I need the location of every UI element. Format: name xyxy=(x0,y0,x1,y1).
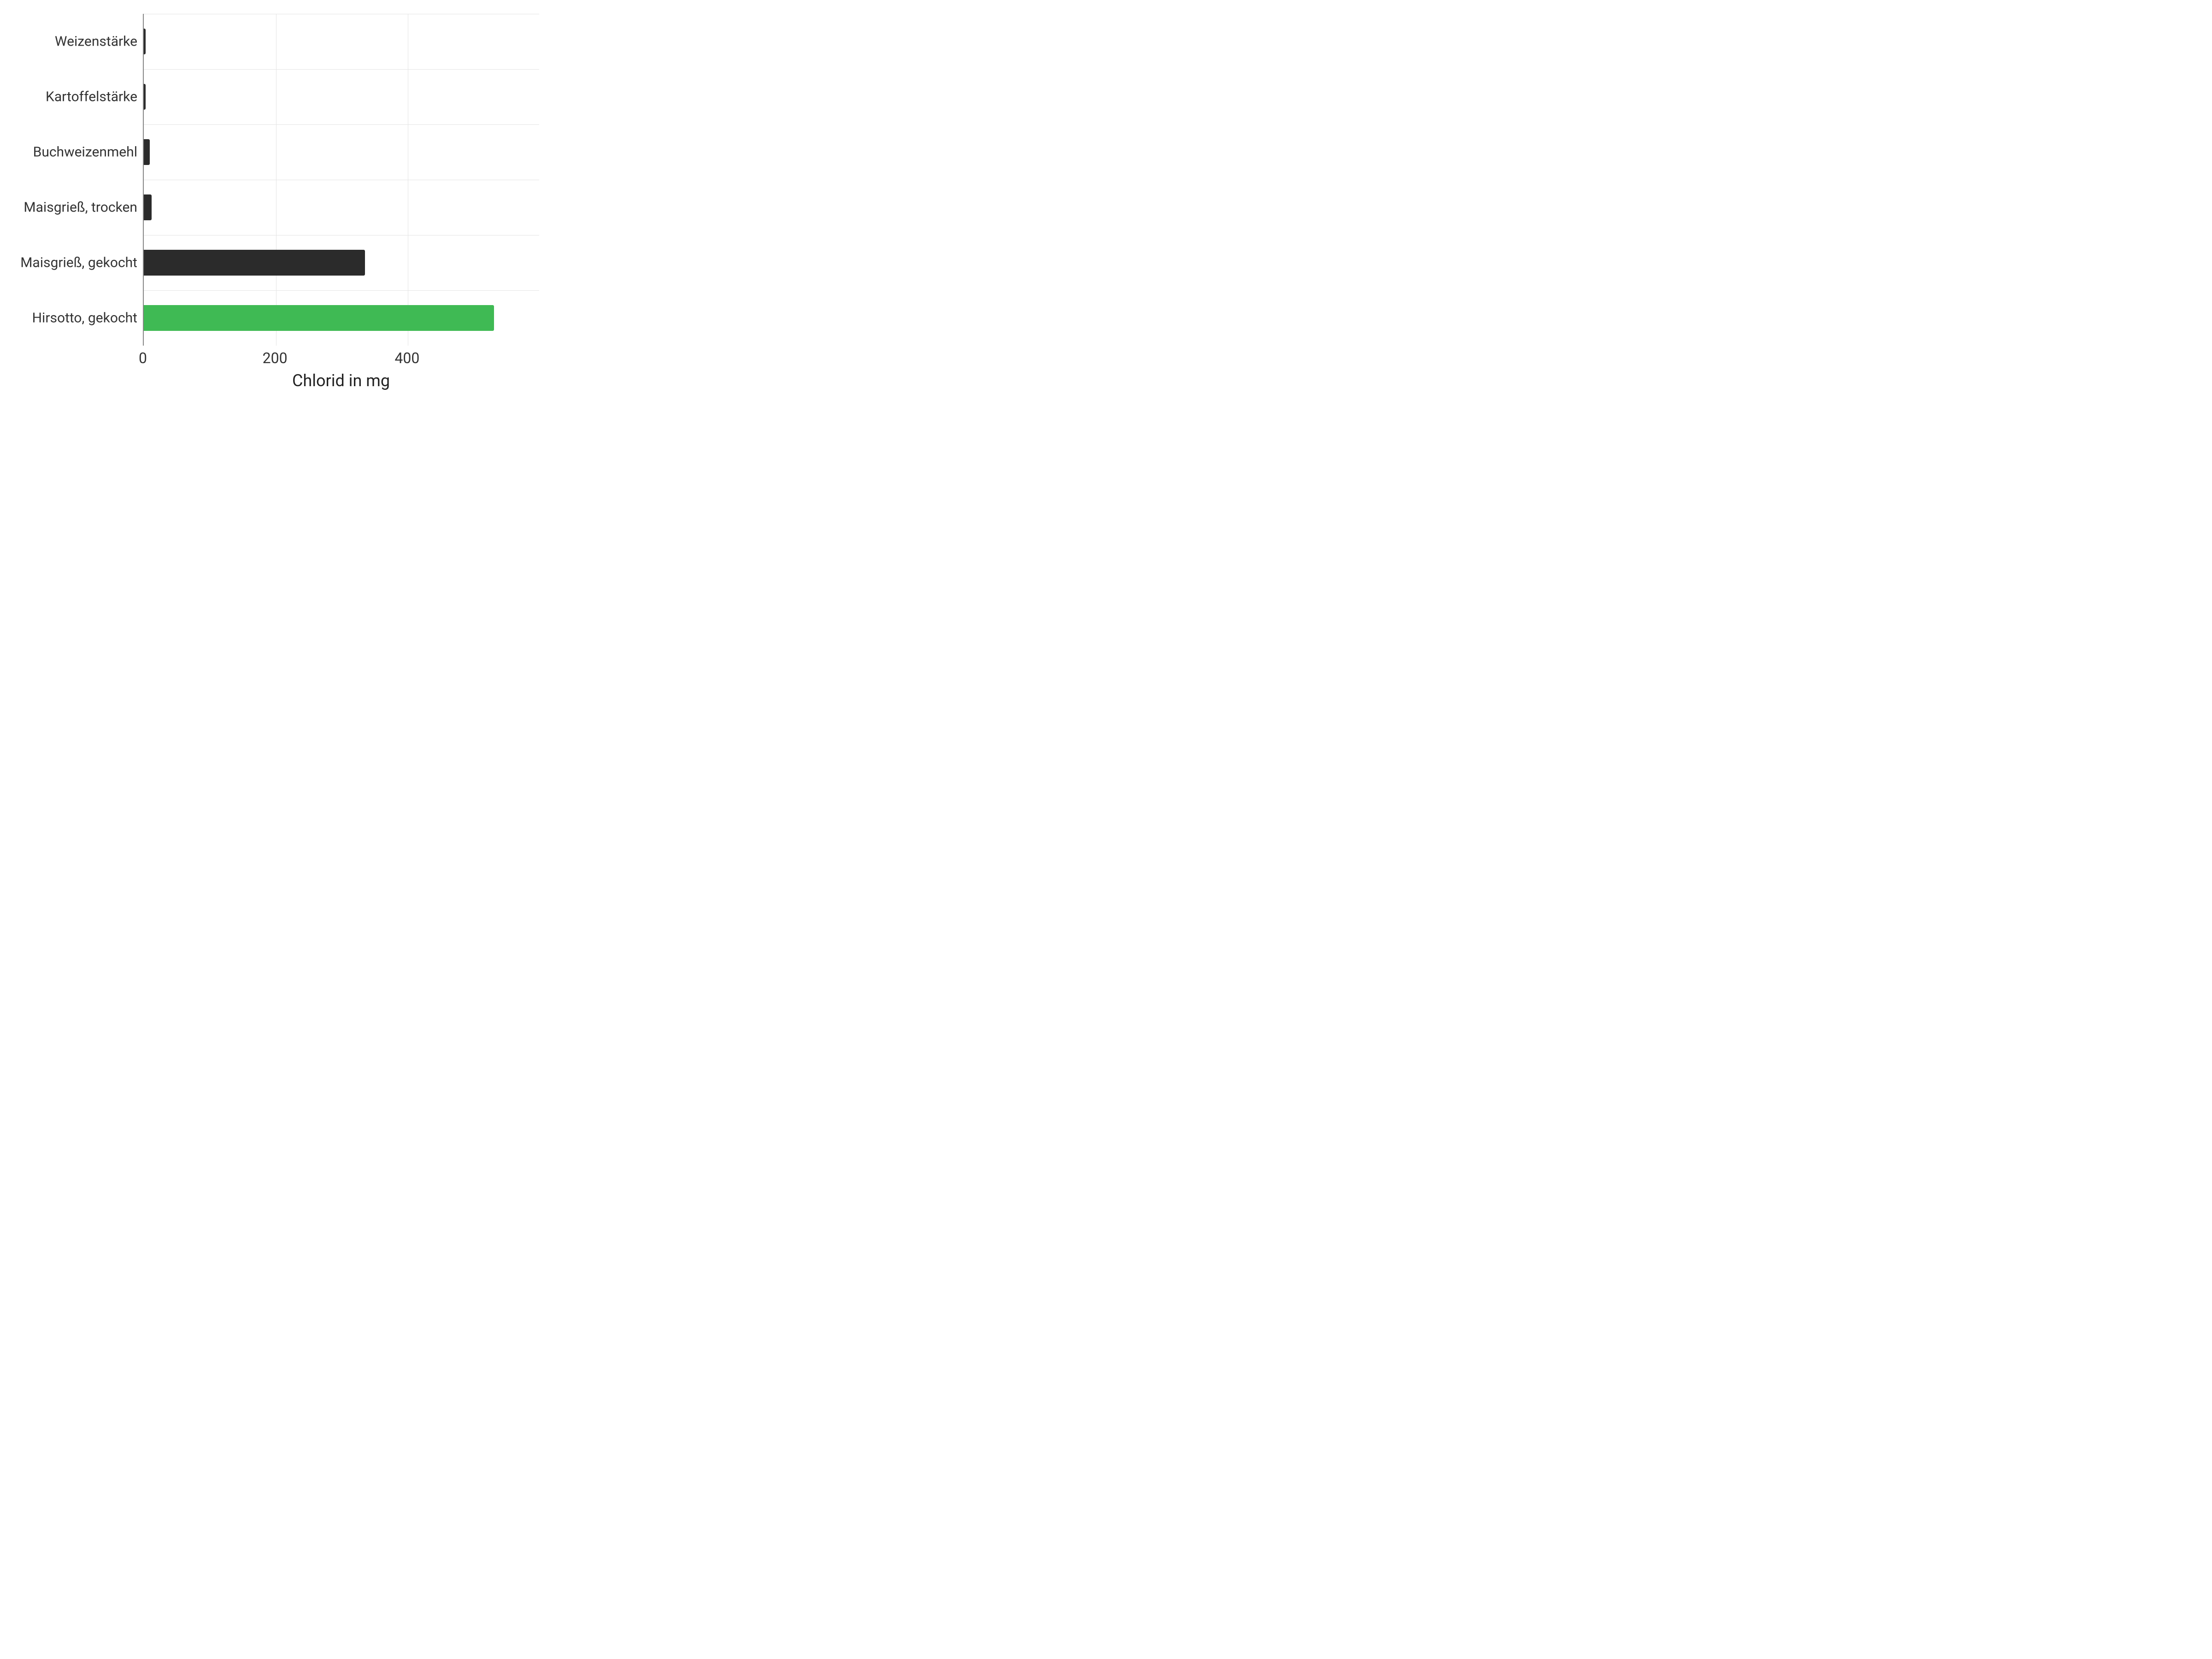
y-category-label: Maisgrieß, gekocht xyxy=(18,255,137,271)
y-category-label: Hirsotto, gekocht xyxy=(18,311,137,326)
chlorid-bar-chart: Chlorid in mg 0 200 400 Weizenstärke Kartoff… xyxy=(14,14,539,401)
bar xyxy=(144,84,146,110)
x-axis-title: Chlorid in mg xyxy=(143,371,539,390)
y-category-label: Kartoffelstärke xyxy=(18,89,137,105)
h-gridline xyxy=(144,124,539,125)
bar xyxy=(144,194,152,220)
x-tick-label: 200 xyxy=(263,349,288,367)
y-category-label: Maisgrieß, trocken xyxy=(18,200,137,215)
x-tick-label: 0 xyxy=(139,349,147,367)
h-gridline xyxy=(144,69,539,70)
plot-area xyxy=(143,14,539,346)
x-tick-label: 400 xyxy=(394,349,419,367)
bar xyxy=(144,250,365,276)
h-gridline xyxy=(144,290,539,291)
bar xyxy=(144,305,494,331)
y-category-label: Weizenstärke xyxy=(18,34,137,49)
bar xyxy=(144,139,150,165)
y-category-label: Buchweizenmehl xyxy=(18,145,137,160)
bar xyxy=(144,29,146,54)
